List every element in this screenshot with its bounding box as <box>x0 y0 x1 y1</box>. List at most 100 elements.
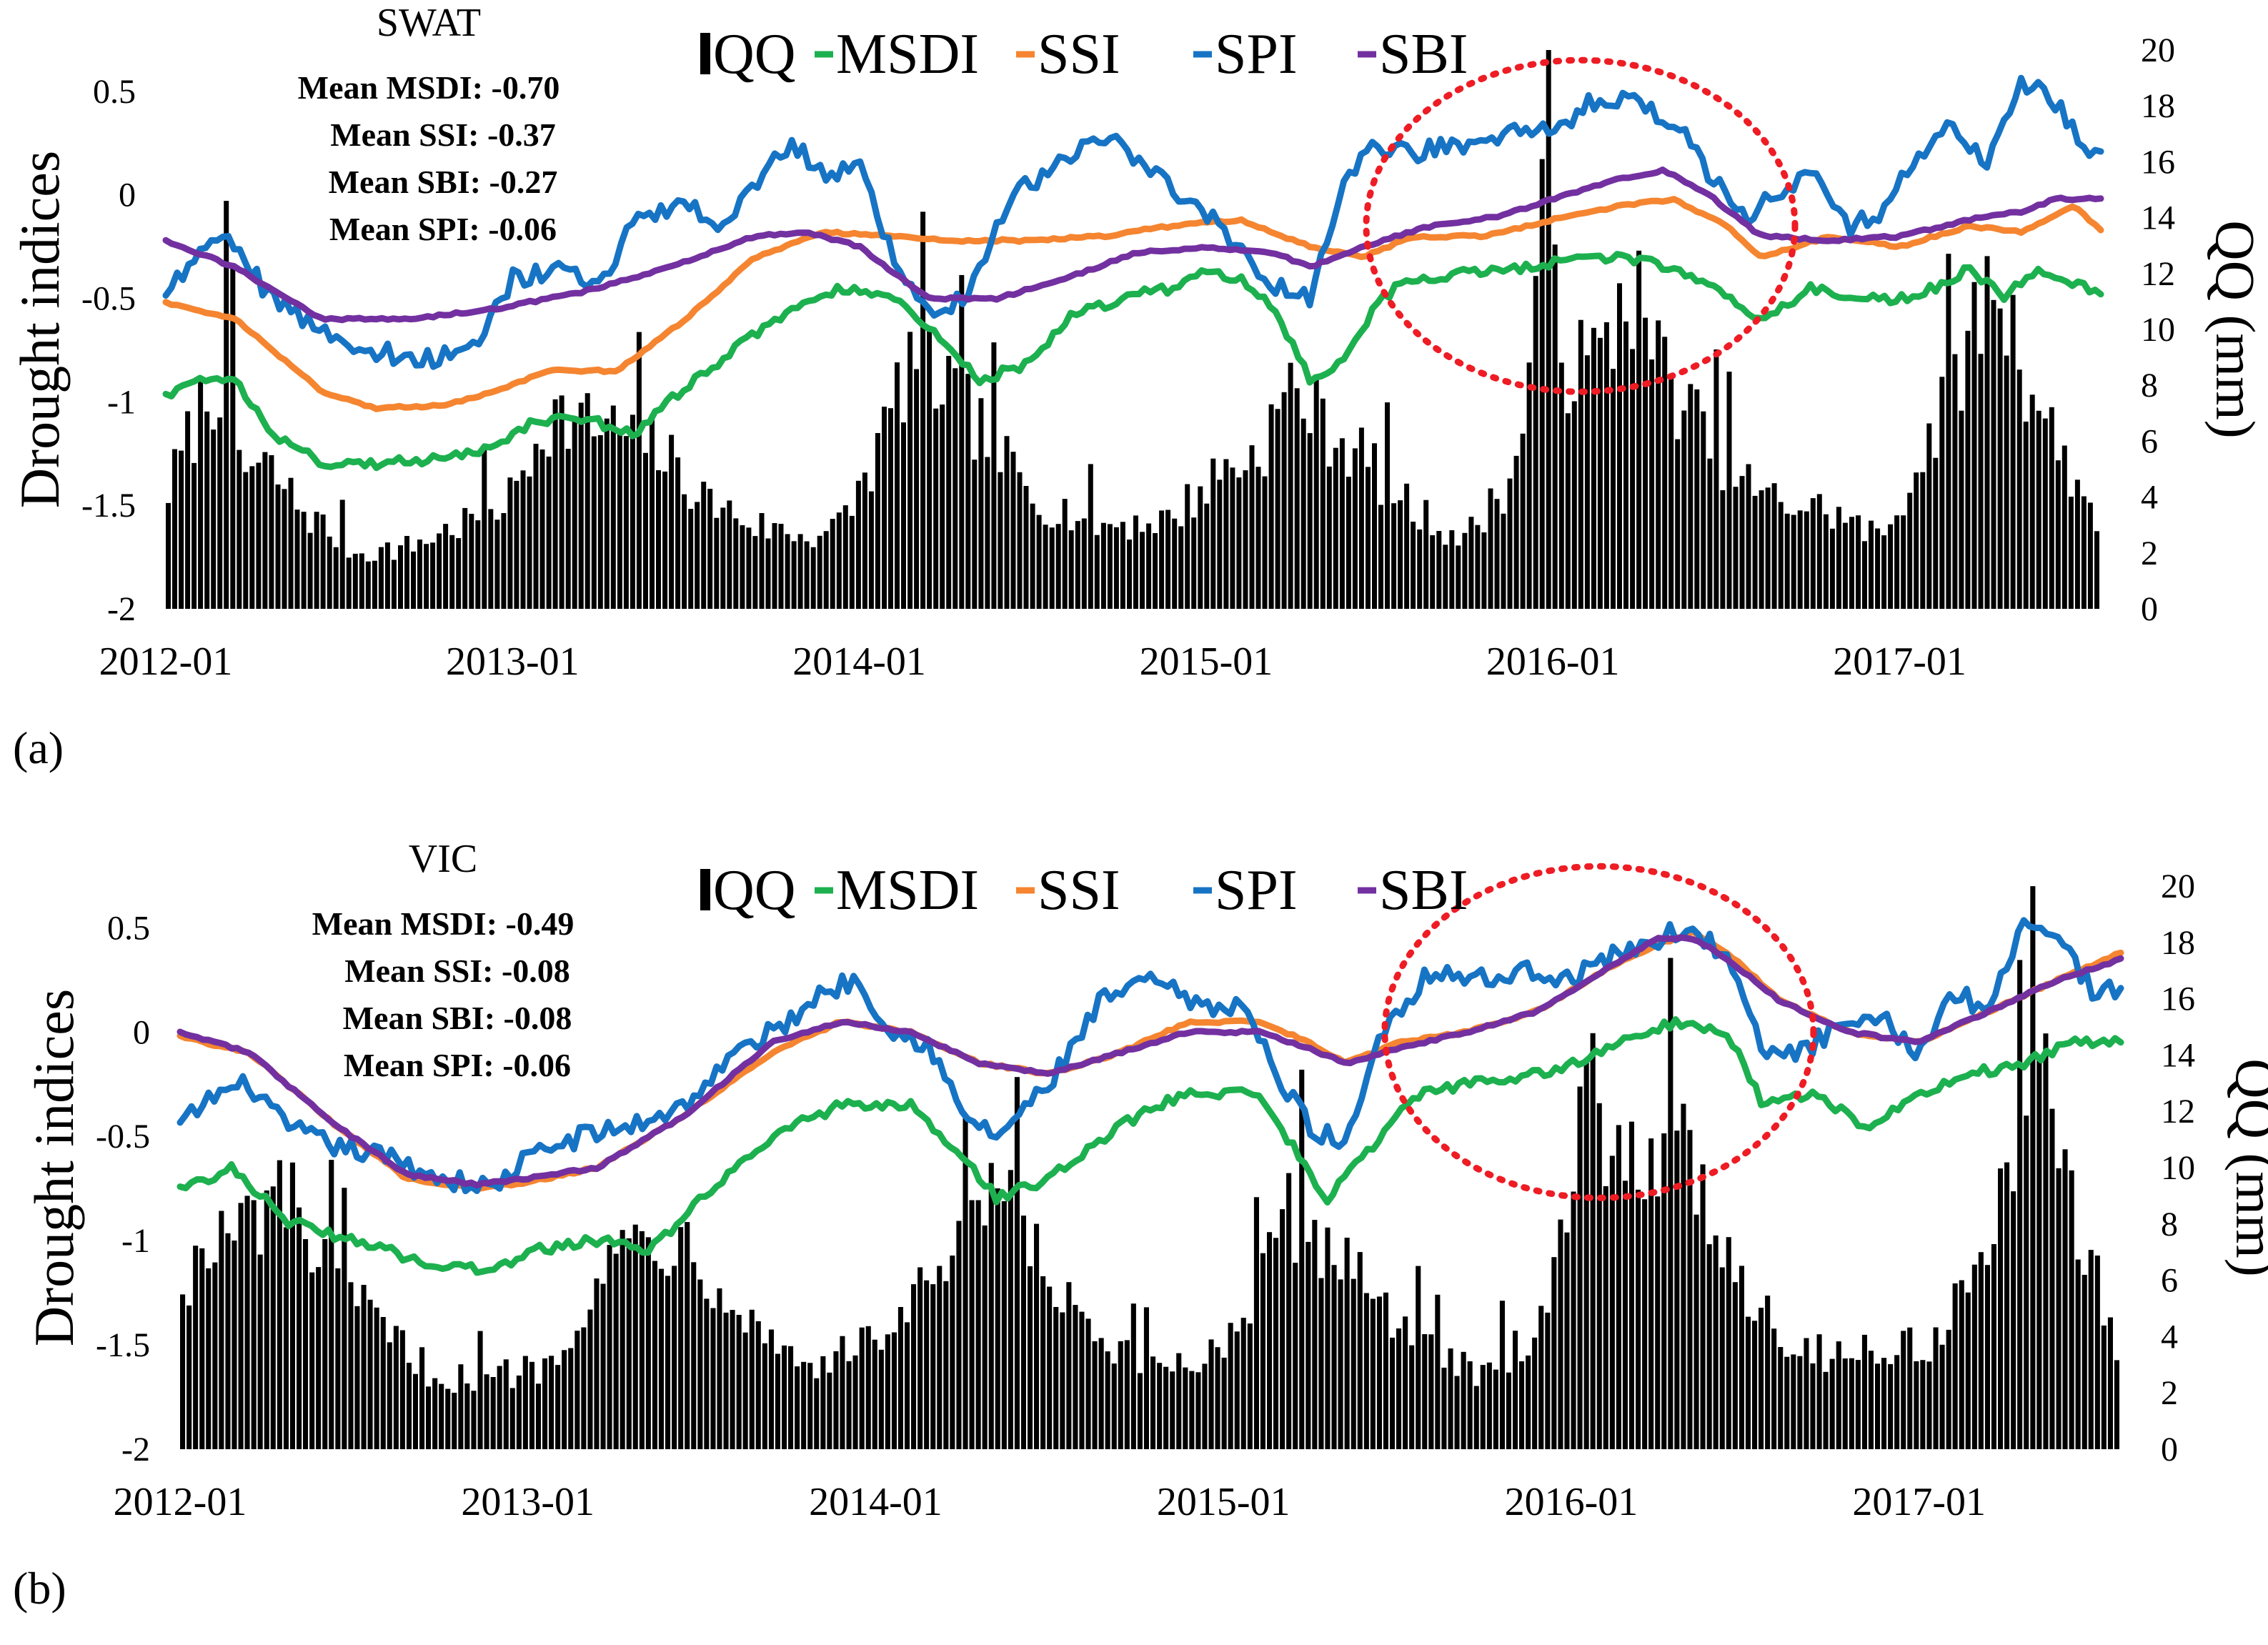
qq-bar <box>1714 349 1719 609</box>
qq-bar <box>2061 445 2067 609</box>
qq-bar <box>1133 515 1138 609</box>
qq-bar <box>464 1383 470 1449</box>
qq-bar <box>1146 523 1152 609</box>
qq-bar <box>782 1345 787 1449</box>
qq-bar <box>1662 337 1668 609</box>
qq-bar <box>1959 1280 1964 1449</box>
qq-bar <box>1914 472 1919 609</box>
qq-bar <box>833 1351 839 1449</box>
qq-bar <box>342 1188 347 1449</box>
qq-bar <box>230 268 236 609</box>
qq-bar <box>765 538 771 609</box>
qq-bar <box>704 1298 710 1449</box>
qq-bar <box>607 1245 612 1449</box>
qq-bar <box>1907 492 1913 609</box>
y-right-tick-label: 14 <box>2161 1036 2195 1074</box>
qq-bar <box>927 329 932 609</box>
qq-bar <box>1247 1323 1253 1449</box>
qq-bar <box>1376 1296 1382 1449</box>
qq-bar <box>1318 1278 1324 1449</box>
qq-bar <box>568 1348 574 1449</box>
qq-bar <box>1713 1235 1719 1449</box>
qq-bar <box>1901 515 1906 609</box>
qq-bar <box>352 553 358 609</box>
qq-bar <box>778 524 784 609</box>
qq-bar <box>1519 1361 1525 1449</box>
qq-bar <box>198 380 204 609</box>
y-right-tick-label: 20 <box>2161 868 2195 905</box>
qq-bar <box>378 547 384 609</box>
qq-bar <box>439 1383 444 1449</box>
qq-bar <box>297 1207 302 1449</box>
qq-bar <box>1578 319 1583 609</box>
qq-bar <box>1920 1360 1926 1449</box>
qq-bar <box>658 1268 664 1449</box>
qq-bar <box>578 402 584 609</box>
qq-bar <box>1293 1263 1298 1449</box>
qq-bar <box>354 1306 360 1449</box>
qq-bar <box>701 482 707 609</box>
qq-bar <box>953 368 958 609</box>
qq-bar <box>685 1222 690 1449</box>
qq-bar <box>1628 1121 1634 1449</box>
qq-bar <box>1105 1351 1110 1449</box>
qq-bar <box>1475 525 1481 609</box>
qq-bar <box>1513 455 1519 609</box>
qq-bar <box>211 429 217 609</box>
qq-bar <box>301 512 307 609</box>
qq-bar <box>1538 1306 1544 1449</box>
qq-bar <box>907 332 913 609</box>
qq-bar <box>632 1224 638 1449</box>
qq-bar <box>714 517 720 609</box>
qq-bar <box>1991 1244 1996 1449</box>
qq-bar <box>2024 1115 2029 1449</box>
qq-bar <box>1759 490 1764 609</box>
qq-bar <box>1307 433 1313 609</box>
qq-bar <box>639 1231 645 1449</box>
qq-bar <box>516 1375 522 1449</box>
qq-bar <box>542 1358 548 1449</box>
qq-bar <box>1140 532 1145 609</box>
qq-bar <box>1113 527 1119 609</box>
qq-bar <box>2049 1108 2055 1449</box>
y-right-tick-label: 6 <box>2141 422 2158 460</box>
qq-bar <box>1260 1253 1265 1449</box>
y-left-tick-label: -1 <box>121 1222 150 1260</box>
qq-bar <box>897 1307 903 1449</box>
qq-bar <box>969 1200 975 1449</box>
qq-bar <box>1221 1357 1227 1449</box>
qq-bar <box>1952 354 1958 609</box>
qq-bar <box>333 547 339 609</box>
qq-bar <box>707 489 713 609</box>
qq-bar <box>424 544 429 609</box>
qq-bar <box>1165 510 1171 609</box>
qq-bar <box>1404 483 1410 609</box>
stat-label: Mean MSDI: -0.70 <box>298 69 560 106</box>
qq-bar <box>1926 423 1932 609</box>
qq-bar <box>917 1267 923 1449</box>
qq-bar <box>399 1330 405 1449</box>
qq-bar <box>1234 1331 1240 1449</box>
qq-bar <box>1333 447 1338 609</box>
qq-bar <box>2036 1055 2042 1449</box>
qq-bar <box>1648 1138 1654 1449</box>
qq-bar <box>1448 1348 1453 1449</box>
qq-bar <box>1591 327 1596 609</box>
qq-bar <box>1178 526 1184 609</box>
qq-bar <box>2094 531 2099 609</box>
qq-bar <box>432 1378 438 1449</box>
qq-bar <box>1236 477 1242 609</box>
qq-bar <box>691 1262 697 1449</box>
qq-bar <box>827 1372 832 1449</box>
qq-bar <box>1849 1358 1854 1449</box>
qq-bar <box>482 449 487 609</box>
qq-bar <box>1675 439 1681 609</box>
qq-bar <box>1611 369 1616 609</box>
qq-bar <box>720 507 726 609</box>
qq-bar <box>872 1339 877 1449</box>
qq-bar <box>1546 50 1551 609</box>
qq-bar <box>2114 1360 2119 1449</box>
y-left-tick-label: -2 <box>121 1431 150 1468</box>
qq-bar <box>1449 530 1455 609</box>
y-right-tick-label: 2 <box>2141 535 2158 572</box>
